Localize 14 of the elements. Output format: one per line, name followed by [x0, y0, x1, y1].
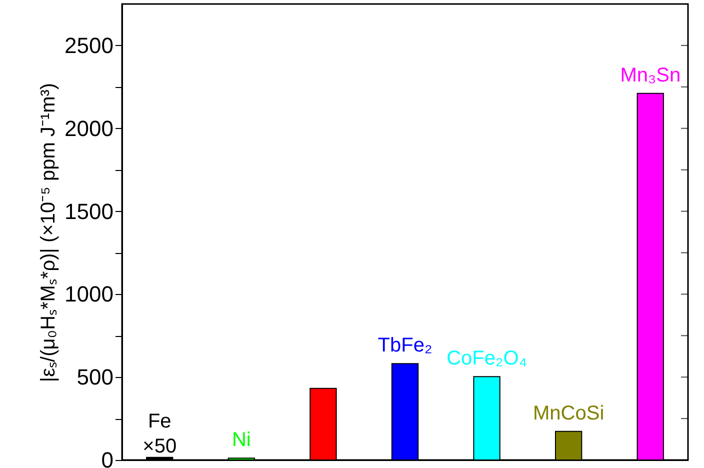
x-tick-label: MnCoSi — [533, 402, 604, 424]
annotation: ×50 — [142, 435, 177, 458]
y-tick-label: 0 — [101, 448, 114, 468]
x-tick-label: Mn₃Sn — [620, 64, 681, 86]
x-tick-label: TbFe₂ — [378, 334, 432, 357]
y-tick-label: 1000 — [64, 282, 114, 307]
x-tick-label: Fe — [148, 410, 172, 432]
y-tick-label: 2000 — [64, 116, 114, 141]
x-tick-label: CoFe₂O₄ — [446, 348, 527, 370]
y-tick-label: 1500 — [64, 198, 114, 224]
y-tick-label: 2500 — [64, 32, 114, 58]
x-tick-label: Ni — [232, 429, 251, 452]
y-tick-label: 500 — [76, 364, 114, 390]
y-axis-title: |εₛ/(μ₀Hₛ*Mₛ*ρ)| (×10⁻⁵ ppm J⁻¹m³) — [38, 82, 60, 382]
